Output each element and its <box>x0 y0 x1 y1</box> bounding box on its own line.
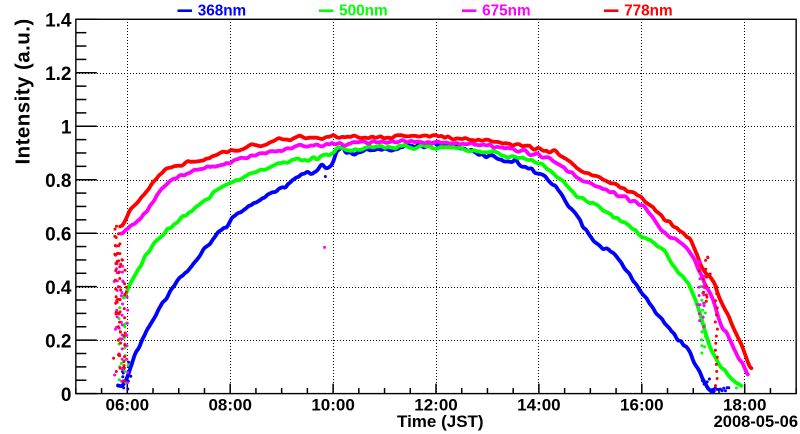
svg-text:2008-05-06: 2008-05-06 <box>714 413 798 431</box>
svg-text:0.4: 0.4 <box>45 278 72 299</box>
svg-text:06:00: 06:00 <box>106 396 149 415</box>
svg-text:1.4: 1.4 <box>45 11 72 32</box>
svg-text:1.2: 1.2 <box>45 64 71 85</box>
svg-text:778nm: 778nm <box>624 2 672 19</box>
svg-text:0.2: 0.2 <box>45 332 71 353</box>
svg-text:0.8: 0.8 <box>45 171 71 192</box>
svg-text:16:00: 16:00 <box>620 396 663 415</box>
svg-text:368nm: 368nm <box>198 2 246 19</box>
svg-text:18:00: 18:00 <box>723 396 766 415</box>
svg-text:1: 1 <box>61 118 72 139</box>
svg-text:Time (JST): Time (JST) <box>397 412 484 431</box>
svg-text:0: 0 <box>61 385 72 406</box>
svg-text:10:00: 10:00 <box>311 396 354 415</box>
svg-text:08:00: 08:00 <box>208 396 251 415</box>
svg-text:500nm: 500nm <box>339 2 387 19</box>
svg-text:14:00: 14:00 <box>517 396 560 415</box>
svg-text:12:00: 12:00 <box>414 396 457 415</box>
svg-text:0.6: 0.6 <box>45 225 71 246</box>
svg-text:675nm: 675nm <box>482 2 530 19</box>
svg-text:Intensity (a.u.): Intensity (a.u.) <box>12 18 35 164</box>
